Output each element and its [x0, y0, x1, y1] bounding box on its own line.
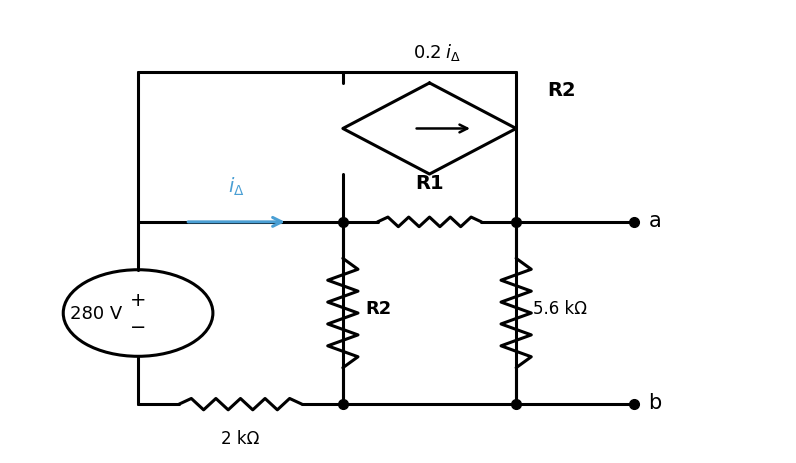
- Text: 2 kΩ: 2 kΩ: [221, 429, 259, 447]
- Text: +: +: [130, 290, 146, 309]
- Text: a: a: [649, 210, 661, 230]
- Text: R1: R1: [416, 174, 444, 193]
- Text: b: b: [649, 392, 661, 412]
- Text: $i_\Delta$: $i_\Delta$: [228, 175, 245, 197]
- Text: $0.2\;i_\Delta$: $0.2\;i_\Delta$: [413, 42, 462, 63]
- Text: 5.6 kΩ: 5.6 kΩ: [533, 300, 587, 318]
- Text: −: −: [130, 318, 146, 337]
- Text: 280 V: 280 V: [70, 304, 123, 322]
- Text: R2: R2: [365, 300, 391, 318]
- Text: R2: R2: [548, 81, 576, 100]
